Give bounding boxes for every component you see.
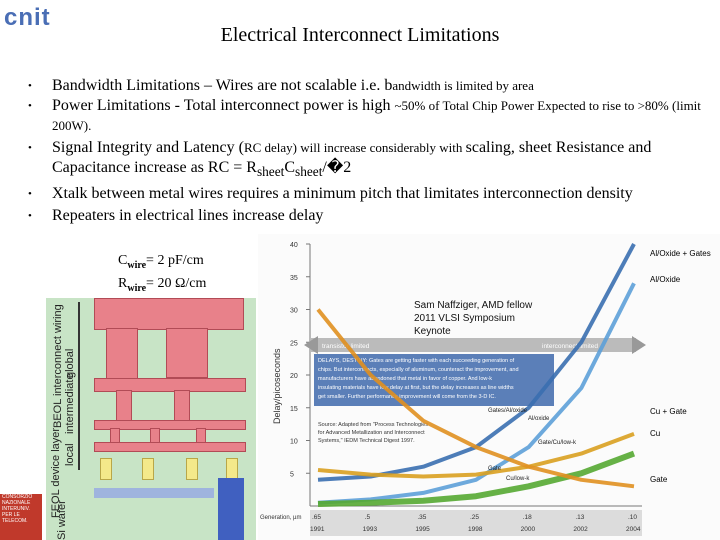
caption-box-line: chips. But interconnects, especially of … — [318, 367, 519, 373]
contact-3 — [186, 458, 198, 480]
local-wire — [94, 442, 246, 452]
year-tick-label: 2002 — [573, 526, 588, 533]
y-tick-label: 30 — [290, 308, 298, 315]
y-tick-label: 40 — [290, 242, 298, 249]
brace-intermediate — [78, 398, 80, 446]
keynote-line-2: 2011 VLSI Symposium — [414, 313, 515, 324]
series-name-label: Cu + Gate — [650, 407, 687, 416]
bullet-bandwidth: Bandwidth Limitations – Wires are not sc… — [28, 76, 714, 96]
device-layer — [94, 488, 214, 498]
page-title: Electrical Interconnect Limitations — [220, 24, 500, 46]
y-tick-label: 35 — [290, 275, 298, 282]
x-tick-label: .35 — [417, 514, 426, 521]
label-local: local — [64, 443, 76, 466]
year-tick-label: 1991 — [310, 526, 325, 533]
rwire-line: Rwire= 20 Ω/cm — [118, 275, 207, 294]
keynote-credit: Sam Naffziger, AMD fellow 2011 VLSI Symp… — [414, 299, 532, 338]
series-line — [317, 450, 636, 507]
label-beol-wiring: BEOL interconnect wiring — [52, 304, 64, 428]
y-tick-label: 5 — [290, 471, 294, 478]
series-name-label: Cu — [650, 429, 660, 438]
y-tick-label: 20 — [290, 373, 298, 380]
year-tick-label: 2000 — [521, 526, 536, 533]
keynote-line-3: Keynote — [414, 326, 451, 337]
global-via-right — [166, 328, 208, 378]
series-line — [316, 308, 635, 489]
device-well — [218, 478, 244, 540]
delay-chart: 40 35 30 25 20 15 10 5 Delay/picoseconds Generati… — [258, 234, 720, 540]
limit-arrow-band — [310, 338, 636, 352]
x-row-label: Generation, µm — [260, 515, 301, 521]
source-line: Source: Adapted from "Process Technologi… — [318, 422, 428, 428]
x-ticks-band — [310, 510, 642, 536]
year-tick-label: 2004 — [626, 526, 641, 533]
keynote-line-1: Sam Naffziger, AMD fellow — [414, 300, 533, 311]
series-line — [317, 282, 636, 505]
intermediate-wire-1 — [94, 378, 246, 392]
series-name-label: Al/Oxide + Gates — [650, 249, 711, 258]
y-tick-label: 10 — [290, 439, 298, 446]
cnit-logo: cnit — [4, 4, 51, 30]
bullet-repeaters: Repeaters in electrical lines increase d… — [28, 206, 714, 226]
label-intermediate: intermediate — [64, 373, 76, 434]
curve-label: Gates/Al/oxide — [488, 408, 528, 414]
y-tick-label: 25 — [290, 340, 298, 347]
caption-box-line: insulating materials have low delay at f… — [318, 385, 514, 391]
contact-4 — [226, 458, 238, 480]
label-si: Si wafer — [56, 500, 68, 540]
intermediate-wire-2 — [94, 420, 246, 430]
bullet-xtalk: Xtalk between metal wires requires a min… — [28, 184, 714, 204]
global-via-left — [106, 328, 138, 380]
bullet-signal-integrity: Signal Integrity and Latency (RC delay) … — [28, 138, 714, 182]
contact-2 — [142, 458, 154, 480]
delay-chart-svg: 40 35 30 25 20 15 10 5 Delay/picoseconds Generati… — [260, 242, 711, 536]
beol-cross-section-image: BEOL interconnect wiring global intermed… — [46, 298, 256, 540]
source-line: Systems," IEDM Technical Digest 1997. — [318, 438, 415, 444]
curve-label: Al/oxide — [528, 416, 550, 422]
bullet-power: Power Limitations - Total interconnect p… — [28, 96, 714, 136]
y-tick-label: 15 — [290, 406, 298, 413]
x-tick-label: .5 — [365, 514, 371, 521]
arrow-right-head — [632, 336, 646, 354]
year-tick-label: 1993 — [363, 526, 378, 533]
svg-text:cnit: cnit — [4, 4, 51, 30]
x-tick-label: .18 — [523, 514, 532, 521]
source-line: for Advanced Metallization and Interconn… — [318, 430, 425, 436]
x-tick-label: .10 — [628, 514, 637, 521]
x-tick-label: .65 — [312, 514, 321, 521]
arrow-right-label: interconnect limited — [542, 343, 598, 350]
cwire-line: Cwire= 2 pF/cm — [118, 253, 204, 271]
bullet-list: Bandwidth Limitations – Wires are not sc… — [28, 76, 714, 226]
contact-1 — [100, 458, 112, 480]
caption-box-line: DELAYS, DESTINY: Gates are getting faste… — [318, 358, 515, 364]
global-wire-top — [94, 298, 244, 330]
x-tick-label: .13 — [575, 514, 584, 521]
brace-global — [78, 302, 80, 452]
series-line — [317, 432, 635, 479]
brace-local — [78, 450, 80, 470]
intermediate-via-1 — [116, 390, 132, 422]
arrow-left-head — [304, 336, 318, 354]
intermediate-via-2 — [174, 390, 190, 422]
y-axis-label: Delay/picoseconds — [272, 348, 282, 424]
curve-label: Gate/Cu/low-k — [538, 440, 577, 446]
wire-parameters: Cwire= 2 pF/cm Rwire= 20 Ω/cm — [118, 252, 206, 298]
caption-box-line: get smaller. Further performance improve… — [318, 394, 496, 400]
year-tick-label: 1998 — [468, 526, 483, 533]
x-tick-label: .25 — [470, 514, 479, 521]
year-tick-label: 1995 — [415, 526, 430, 533]
caption-box — [314, 354, 554, 406]
consortium-logo: CONSORZIO NAZIONALE INTERUNIV. PER LE TE… — [0, 494, 42, 540]
series-name-label: Al/Oxide — [650, 275, 681, 284]
caption-box-line: manufacturers have abandoned that metal … — [318, 376, 492, 382]
series-name-label: Gate — [650, 475, 668, 484]
curve-label: Cu/low-k — [506, 476, 530, 482]
curve-label: Gate — [488, 466, 502, 472]
